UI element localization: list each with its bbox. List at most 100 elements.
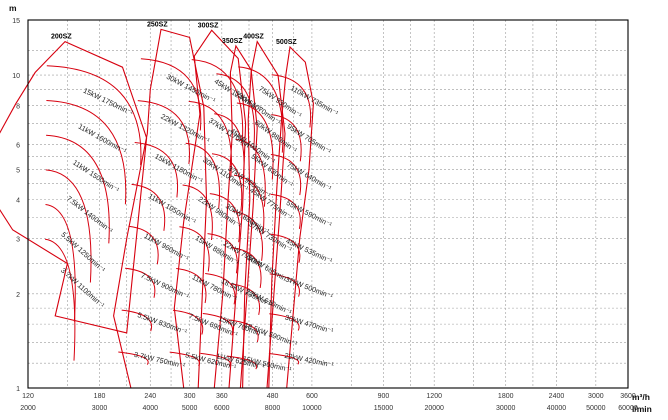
x2-tick-label: 2000 bbox=[20, 405, 36, 412]
speed-curve bbox=[134, 142, 179, 198]
x2-tick-label: 6000 bbox=[214, 405, 230, 412]
curve-annotation: 11kW 1500min⁻¹ bbox=[71, 158, 121, 195]
speed-curve bbox=[234, 174, 265, 234]
x2-tick-label: 15000 bbox=[374, 405, 394, 412]
x-tick-label: 3600 bbox=[620, 393, 636, 400]
speed-curve bbox=[211, 153, 243, 212]
speed-curve bbox=[209, 193, 241, 243]
speed-curve bbox=[216, 73, 255, 150]
speed-curve bbox=[235, 138, 266, 207]
curve-annotation: 45kW 535min⁻¹ bbox=[285, 236, 335, 265]
curve-annotation: 11kW 1600min⁻¹ bbox=[77, 122, 129, 156]
speed-curve bbox=[269, 313, 300, 331]
x2-tick-label: 5000 bbox=[182, 405, 198, 412]
x-axis-primary-unit: m³/h bbox=[632, 392, 650, 402]
speed-curve bbox=[185, 142, 220, 209]
speed-curve bbox=[200, 352, 231, 367]
plot-frame bbox=[27, 19, 629, 389]
speed-curve bbox=[232, 211, 263, 261]
x2-tick-label: 4000 bbox=[142, 405, 158, 412]
series-label-350sz: 350SZ bbox=[222, 38, 243, 45]
series-label-400sz: 400SZ bbox=[243, 34, 264, 41]
speed-curve bbox=[268, 353, 300, 365]
speed-curve bbox=[46, 134, 110, 244]
y-axis-unit: m bbox=[9, 3, 17, 13]
y-tick-label: 1 bbox=[16, 386, 20, 393]
x-tick-label: 480 bbox=[267, 393, 279, 400]
speed-curve bbox=[202, 313, 234, 336]
speed-curve bbox=[205, 273, 236, 305]
curve-annotation: 30kW 1450min⁻¹ bbox=[165, 72, 218, 105]
x2-tick-label: 20000 bbox=[424, 405, 444, 412]
x-tick-label: 3000 bbox=[588, 393, 604, 400]
x-tick-label: 1200 bbox=[426, 393, 442, 400]
speed-curve bbox=[231, 247, 262, 288]
speed-curve bbox=[271, 74, 312, 128]
speed-curve bbox=[121, 309, 153, 332]
x2-tick-label: 40000 bbox=[547, 405, 567, 412]
x-tick-label: 900 bbox=[378, 393, 390, 400]
y-tick-label: 10 bbox=[12, 73, 20, 80]
y-tick-label: 15 bbox=[12, 18, 20, 25]
speed-curve bbox=[45, 169, 92, 283]
speed-curve bbox=[226, 355, 258, 370]
speed-curve bbox=[191, 59, 244, 146]
speed-curve bbox=[270, 193, 301, 229]
x2-tick-label: 10000 bbox=[302, 405, 322, 412]
curve-annotation: 5.5kW 830min⁻¹ bbox=[136, 310, 189, 336]
x2-tick-label: 60000 bbox=[618, 405, 638, 412]
x2-tick-label: 3000 bbox=[92, 405, 108, 412]
x-tick-label: 120 bbox=[22, 393, 34, 400]
x-axis-secondary-unit: l/min bbox=[632, 404, 652, 414]
x-tick-label: 180 bbox=[94, 393, 106, 400]
speed-curve bbox=[118, 351, 149, 365]
speed-curve bbox=[172, 309, 204, 335]
y-tick-label: 2 bbox=[16, 292, 20, 299]
x-tick-label: 2400 bbox=[549, 393, 565, 400]
envelope-200sz bbox=[0, 40, 148, 334]
speed-curve bbox=[128, 225, 159, 265]
speed-curve bbox=[269, 273, 300, 297]
curve-annotation: 11kW 1050min⁻¹ bbox=[147, 191, 198, 226]
speed-curve bbox=[182, 184, 213, 241]
y-tick-label: 5 bbox=[16, 167, 20, 174]
speed-curve bbox=[271, 114, 302, 162]
speed-curve bbox=[46, 65, 142, 166]
x-tick-label: 360 bbox=[216, 393, 228, 400]
axis-ticks: 1 2 3 4 5 6 8 10 15 120 180 240 300 360 480 600 900 1200 1… bbox=[12, 18, 638, 412]
x2-tick-label: 8000 bbox=[265, 405, 281, 412]
speed-curve bbox=[137, 100, 190, 165]
series-label-250sz: 250SZ bbox=[147, 21, 168, 28]
speed-curve bbox=[207, 233, 238, 274]
y-tick-label: 6 bbox=[16, 143, 20, 150]
curve-annotation: 7.5kW 900min⁻¹ bbox=[139, 271, 191, 302]
x2-tick-label: 30000 bbox=[496, 405, 516, 412]
speed-curve bbox=[229, 283, 261, 316]
speed-curve bbox=[140, 58, 202, 131]
x-tick-label: 300 bbox=[184, 393, 196, 400]
speed-curve bbox=[131, 183, 166, 231]
speed-curve bbox=[214, 113, 245, 181]
series-label-200sz: 200SZ bbox=[51, 34, 72, 41]
series-label-300sz: 300SZ bbox=[198, 22, 219, 29]
speed-curve bbox=[270, 154, 302, 196]
series-label-500sz: 500SZ bbox=[276, 39, 297, 46]
speed-curve bbox=[238, 66, 284, 153]
y-tick-label: 3 bbox=[16, 237, 20, 244]
x-tick-label: 600 bbox=[306, 393, 318, 400]
y-tick-label: 4 bbox=[16, 198, 20, 205]
speed-curve bbox=[45, 238, 76, 361]
speed-curve bbox=[179, 226, 210, 272]
curve-annotation: 11kW 960min⁻¹ bbox=[143, 231, 191, 263]
speed-curve bbox=[46, 100, 127, 205]
grid-lines bbox=[28, 19, 629, 388]
y-tick-label: 8 bbox=[16, 103, 20, 110]
x-tick-label: 1800 bbox=[498, 393, 514, 400]
curve-annotation: 37kW 500min⁻¹ bbox=[284, 274, 335, 301]
speed-curve bbox=[125, 267, 156, 298]
speed-curve bbox=[270, 233, 301, 263]
x-tick-label: 240 bbox=[144, 393, 156, 400]
x2-tick-label: 50000 bbox=[586, 405, 606, 412]
